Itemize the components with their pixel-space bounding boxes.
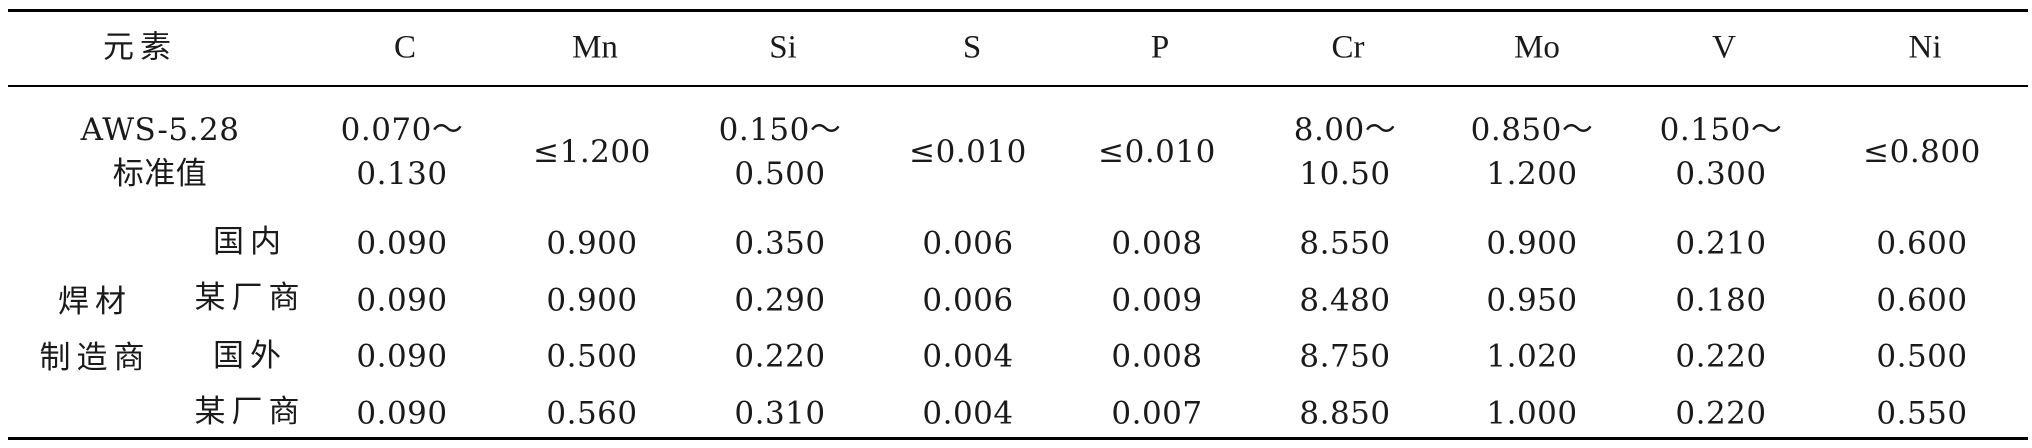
cell-c: 0.090 xyxy=(356,395,448,432)
manufacturer-group-label: 焊材 制造商 xyxy=(39,284,151,376)
header-col-ni: Ni xyxy=(1908,29,1942,66)
cell-c: 0.090 xyxy=(356,282,448,319)
standard-value-mo: 0.850～ 1.200 xyxy=(1470,112,1594,192)
cell-mn: 0.500 xyxy=(546,338,638,375)
cell-s: 0.006 xyxy=(922,225,1014,262)
header-element-label: 元素 xyxy=(103,29,177,66)
cell-cr: 8.850 xyxy=(1299,395,1391,432)
standard-value-c: 0.070～ 0.130 xyxy=(340,112,464,192)
cell-ni: 0.600 xyxy=(1876,282,1968,319)
header-col-si: Si xyxy=(769,29,797,66)
bottom-rule xyxy=(8,437,2028,440)
header-col-cr: Cr xyxy=(1331,29,1365,66)
cell-mo: 0.900 xyxy=(1486,225,1578,262)
header-col-p: P xyxy=(1150,29,1170,66)
standard-value-s: ≤0.010 xyxy=(909,134,1027,170)
cell-ni: 0.550 xyxy=(1876,395,1968,432)
header-col-mo: Mo xyxy=(1514,29,1560,66)
cell-p: 0.008 xyxy=(1111,338,1203,375)
header-col-v: V xyxy=(1712,29,1736,66)
standard-value-p: ≤0.010 xyxy=(1098,134,1216,170)
foreign-manufacturer-label: 国外 某厂商 xyxy=(194,338,306,430)
cell-si: 0.310 xyxy=(734,395,826,432)
cell-cr: 8.750 xyxy=(1299,338,1391,375)
cell-cr: 8.480 xyxy=(1299,282,1391,319)
header-col-mn: Mn xyxy=(572,29,618,66)
header-col-s: S xyxy=(962,29,982,66)
header-col-c: C xyxy=(393,29,417,66)
cell-c: 0.090 xyxy=(356,338,448,375)
cell-mo: 1.000 xyxy=(1486,395,1578,432)
cell-p: 0.008 xyxy=(1111,225,1203,262)
cell-mo: 1.020 xyxy=(1486,338,1578,375)
standard-label: AWS-5.28 标准值 xyxy=(80,112,240,192)
cell-v: 0.210 xyxy=(1675,225,1767,262)
domestic-manufacturer-label: 国内 某厂商 xyxy=(194,224,306,316)
cell-s: 0.004 xyxy=(922,338,1014,375)
cell-si: 0.350 xyxy=(734,225,826,262)
cell-cr: 8.550 xyxy=(1299,225,1391,262)
standard-value-cr: 8.00～ 10.50 xyxy=(1293,112,1397,192)
standard-value-ni: ≤0.800 xyxy=(1863,134,1981,170)
cell-mo: 0.950 xyxy=(1486,282,1578,319)
cell-mn: 0.900 xyxy=(546,225,638,262)
standard-value-v: 0.150～ 0.300 xyxy=(1659,112,1783,192)
cell-p: 0.009 xyxy=(1111,282,1203,319)
cell-p: 0.007 xyxy=(1111,395,1203,432)
cell-v: 0.220 xyxy=(1675,395,1767,432)
cell-v: 0.220 xyxy=(1675,338,1767,375)
cell-v: 0.180 xyxy=(1675,282,1767,319)
cell-ni: 0.500 xyxy=(1876,338,1968,375)
header-rule xyxy=(8,85,2028,87)
cell-mn: 0.560 xyxy=(546,395,638,432)
cell-s: 0.006 xyxy=(922,282,1014,319)
top-rule xyxy=(8,9,2028,12)
cell-s: 0.004 xyxy=(922,395,1014,432)
standard-value-mn: ≤1.200 xyxy=(533,134,651,170)
cell-si: 0.290 xyxy=(734,282,826,319)
cell-c: 0.090 xyxy=(356,225,448,262)
cell-si: 0.220 xyxy=(734,338,826,375)
standard-value-si: 0.150～ 0.500 xyxy=(718,112,842,192)
cell-mn: 0.900 xyxy=(546,282,638,319)
cell-ni: 0.600 xyxy=(1876,225,1968,262)
